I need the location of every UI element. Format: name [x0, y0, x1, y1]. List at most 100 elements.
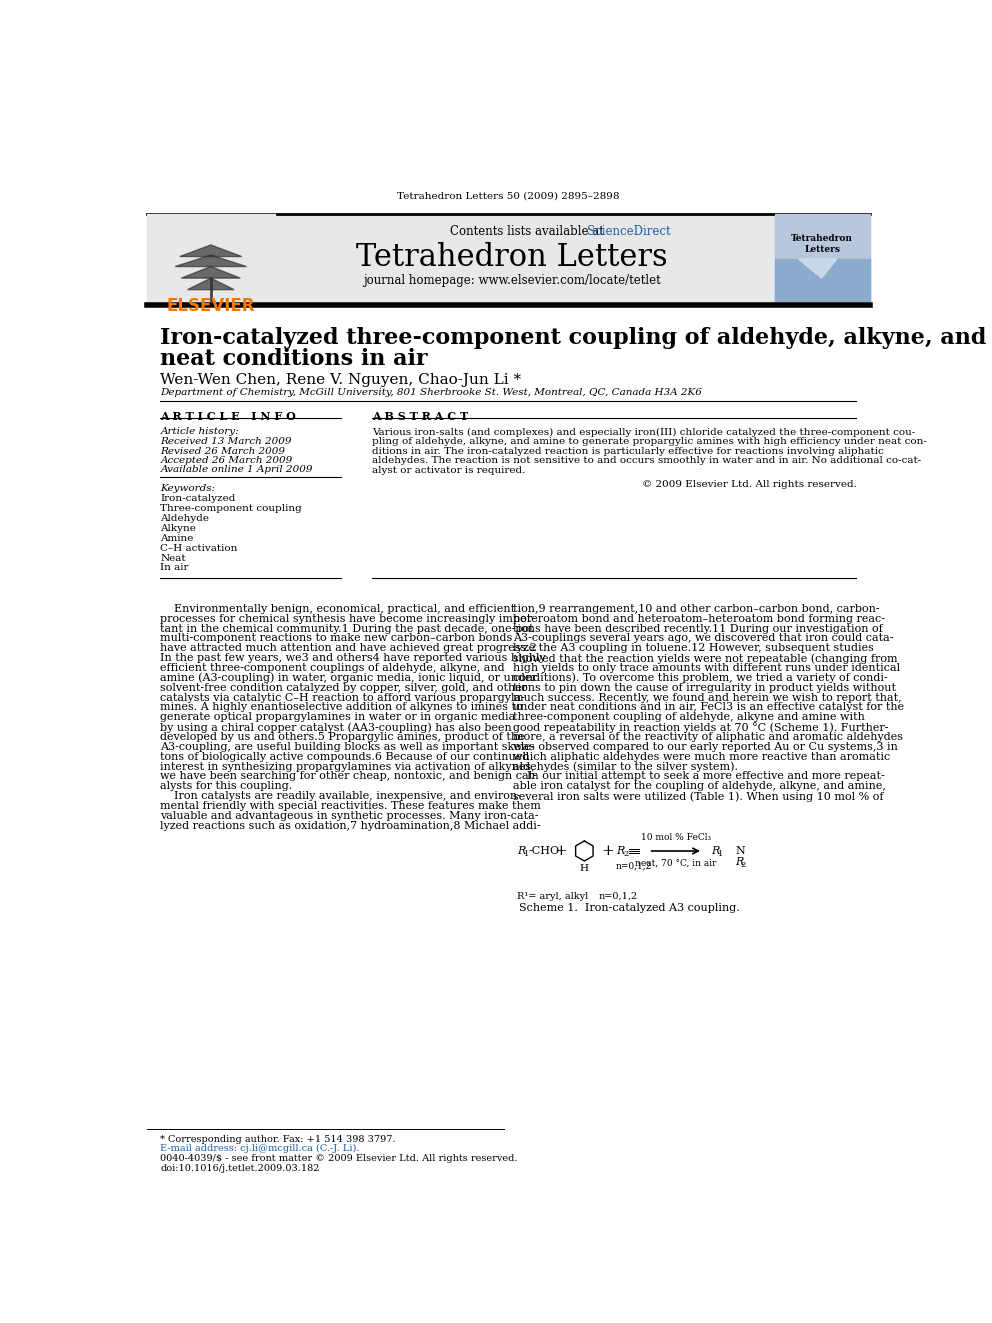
Text: Tetrahedron Letters: Tetrahedron Letters — [355, 242, 668, 273]
Text: A B S T R A C T: A B S T R A C T — [372, 411, 468, 422]
Text: developed by us and others.5 Propargylic amines, product of the: developed by us and others.5 Propargylic… — [161, 732, 525, 742]
Text: 1: 1 — [524, 851, 530, 859]
Text: valuable and advantageous in synthetic processes. Many iron-cata-: valuable and advantageous in synthetic p… — [161, 811, 539, 820]
Text: Neat: Neat — [161, 553, 186, 562]
Text: we have been searching for other cheap, nontoxic, and benign cat-: we have been searching for other cheap, … — [161, 771, 538, 782]
Text: aldehydes. The reaction is not sensitive to and occurs smoothly in water and in : aldehydes. The reaction is not sensitive… — [372, 456, 922, 466]
Text: E-mail address: cj.li@mcgill.ca (C.-J. Li).: E-mail address: cj.li@mcgill.ca (C.-J. L… — [161, 1144, 360, 1154]
Text: tant in the chemical community.1 During the past decade, one-pot: tant in the chemical community.1 During … — [161, 623, 534, 634]
Text: lyze the A3 coupling in toluene.12 However, subsequent studies: lyze the A3 coupling in toluene.12 Howev… — [513, 643, 874, 654]
Text: under neat conditions and in air, FeCl3 is an effective catalyst for the: under neat conditions and in air, FeCl3 … — [513, 703, 904, 712]
Text: solvent-free condition catalyzed by copper, silver, gold, and other: solvent-free condition catalyzed by copp… — [161, 683, 528, 693]
Text: doi:10.1016/j.tetlet.2009.03.182: doi:10.1016/j.tetlet.2009.03.182 — [161, 1164, 320, 1172]
Text: A R T I C L E   I N F O: A R T I C L E I N F O — [161, 411, 297, 422]
Text: several iron salts were utilized (Table 1). When using 10 mol % of: several iron salts were utilized (Table … — [513, 791, 884, 802]
Text: Three-component coupling: Three-component coupling — [161, 504, 303, 513]
Text: neat, 70 °C, in air: neat, 70 °C, in air — [635, 859, 716, 868]
Text: by using a chiral copper catalyst (AA3-coupling) has also been: by using a chiral copper catalyst (AA3-c… — [161, 722, 512, 733]
Text: Department of Chemistry, McGill University, 801 Sherbrooke St. West, Montreal, Q: Department of Chemistry, McGill Universi… — [161, 388, 702, 397]
Text: lyzed reactions such as oxidation,7 hydroamination,8 Michael addi-: lyzed reactions such as oxidation,7 hydr… — [161, 820, 541, 831]
Text: Various iron-salts (and complexes) and especially iron(III) chloride catalyzed t: Various iron-salts (and complexes) and e… — [372, 427, 916, 437]
Polygon shape — [799, 259, 837, 278]
Text: 2: 2 — [740, 861, 745, 869]
Text: journal homepage: www.elsevier.com/locate/tetlet: journal homepage: www.elsevier.com/locat… — [363, 274, 661, 287]
Text: R: R — [721, 857, 744, 867]
Text: A3-coupling, are useful building blocks as well as important skele-: A3-coupling, are useful building blocks … — [161, 742, 535, 751]
Text: efficient three-component couplings of aldehyde, alkyne, and: efficient three-component couplings of a… — [161, 663, 505, 673]
Text: good repeatability in reaction yields at 70 °C (Scheme 1). Further-: good repeatability in reaction yields at… — [513, 722, 889, 733]
Text: showed that the reaction yields were not repeatable (changing from: showed that the reaction yields were not… — [513, 654, 898, 664]
Text: R: R — [616, 845, 625, 856]
Text: R: R — [517, 845, 526, 856]
Text: R¹= aryl, alkyl: R¹= aryl, alkyl — [517, 892, 588, 901]
Text: C–H activation: C–H activation — [161, 544, 238, 553]
Polygon shape — [187, 278, 234, 290]
Text: Tetrahedron
Letters: Tetrahedron Letters — [792, 234, 853, 254]
Text: ditions in air. The iron-catalyzed reaction is particularly effective for reacti: ditions in air. The iron-catalyzed react… — [372, 447, 884, 455]
Text: pling of aldehyde, alkyne, and amine to generate propargylic amines with high ef: pling of aldehyde, alkyne, and amine to … — [372, 437, 927, 446]
Text: processes for chemical synthesis have become increasingly impor-: processes for chemical synthesis have be… — [161, 614, 537, 623]
Text: Scheme 1.  Iron-catalyzed A3 coupling.: Scheme 1. Iron-catalyzed A3 coupling. — [519, 904, 740, 913]
Text: which aliphatic aldehydes were much more reactive than aromatic: which aliphatic aldehydes were much more… — [513, 751, 890, 762]
Text: Iron-catalyzed three-component coupling of aldehyde, alkyne, and amine under: Iron-catalyzed three-component coupling … — [161, 327, 992, 349]
Text: R: R — [710, 845, 719, 856]
Text: mines. A highly enantioselective addition of alkynes to imines to: mines. A highly enantioselective additio… — [161, 703, 523, 712]
Text: tions to pin down the cause of irregularity in product yields without: tions to pin down the cause of irregular… — [513, 683, 896, 693]
Text: aldehydes (similar to the silver system).: aldehydes (similar to the silver system)… — [513, 762, 738, 773]
Text: multi-component reactions to make new carbon–carbon bonds: multi-component reactions to make new ca… — [161, 634, 513, 643]
Text: catalysts via catalytic C–H reaction to afford various propargyla-: catalysts via catalytic C–H reaction to … — [161, 692, 526, 703]
Text: neat conditions in air: neat conditions in air — [161, 348, 428, 370]
Text: high yields to only trace amounts with different runs under identical: high yields to only trace amounts with d… — [513, 663, 900, 673]
Text: Revised 26 March 2009: Revised 26 March 2009 — [161, 447, 286, 455]
Text: Contents lists available at: Contents lists available at — [449, 225, 607, 238]
Text: In our initial attempt to seek a more effective and more repeat-: In our initial attempt to seek a more ef… — [513, 771, 885, 782]
Text: Iron catalysts are readily available, inexpensive, and environ-: Iron catalysts are readily available, in… — [161, 791, 522, 802]
Text: more, a reversal of the reactivity of aliphatic and aromatic aldehydes: more, a reversal of the reactivity of al… — [513, 732, 903, 742]
Polygon shape — [176, 255, 246, 266]
Text: In air: In air — [161, 564, 188, 573]
Text: In the past few years, we3 and others4 have reported various highly: In the past few years, we3 and others4 h… — [161, 654, 547, 663]
Text: © 2009 Elsevier Ltd. All rights reserved.: © 2009 Elsevier Ltd. All rights reserved… — [642, 480, 856, 490]
Text: conditions). To overcome this problem, we tried a variety of condi-: conditions). To overcome this problem, w… — [513, 673, 888, 684]
Text: Available online 1 April 2009: Available online 1 April 2009 — [161, 466, 312, 474]
Text: ScienceDirect: ScienceDirect — [586, 225, 671, 238]
Text: 10 mol % FeCl₃: 10 mol % FeCl₃ — [641, 832, 711, 841]
Text: +: + — [601, 844, 614, 859]
Polygon shape — [775, 259, 870, 302]
Text: -CHO: -CHO — [529, 845, 559, 856]
Bar — [775, 214, 870, 302]
Text: n=0,1,2: n=0,1,2 — [616, 861, 653, 871]
Text: A3-couplings several years ago, we discovered that iron could cata-: A3-couplings several years ago, we disco… — [513, 634, 894, 643]
Text: mental friendly with special reactivities. These features make them: mental friendly with special reactivitie… — [161, 800, 542, 811]
Text: 0040-4039/$ - see front matter © 2009 Elsevier Ltd. All rights reserved.: 0040-4039/$ - see front matter © 2009 El… — [161, 1155, 518, 1163]
Polygon shape — [180, 245, 242, 257]
Bar — [147, 214, 870, 302]
Text: heteroatom bond and heteroatom–heteroatom bond forming reac-: heteroatom bond and heteroatom–heteroato… — [513, 614, 885, 623]
Text: was observed compared to our early reported Au or Cu systems,3 in: was observed compared to our early repor… — [513, 742, 898, 751]
Text: amine (A3-coupling) in water, organic media, ionic liquid, or under: amine (A3-coupling) in water, organic me… — [161, 673, 538, 684]
Text: tons of biologically active compounds.6 Because of our continued: tons of biologically active compounds.6 … — [161, 751, 530, 762]
Text: 2: 2 — [623, 851, 628, 859]
Text: alysts for this coupling.: alysts for this coupling. — [161, 781, 293, 791]
Text: much success. Recently, we found and herein we wish to report that,: much success. Recently, we found and her… — [513, 692, 902, 703]
Text: 1: 1 — [717, 851, 723, 859]
Text: interest in synthesizing propargylamines via activation of alkynes,: interest in synthesizing propargylamines… — [161, 762, 535, 771]
Text: Tetrahedron Letters 50 (2009) 2895–2898: Tetrahedron Letters 50 (2009) 2895–2898 — [397, 191, 620, 200]
Text: alyst or activator is required.: alyst or activator is required. — [372, 466, 526, 475]
Text: Keywords:: Keywords: — [161, 484, 215, 493]
Text: Amine: Amine — [161, 534, 193, 542]
Bar — [147, 214, 275, 302]
Polygon shape — [182, 266, 240, 278]
Text: Accepted 26 March 2009: Accepted 26 March 2009 — [161, 456, 293, 464]
Text: tions have been described recently.11 During our investigation of: tions have been described recently.11 Du… — [513, 623, 883, 634]
Text: generate optical propargylamines in water or in organic media: generate optical propargylamines in wate… — [161, 712, 516, 722]
Text: +: + — [555, 844, 567, 859]
Text: have attracted much attention and have achieved great progress.2: have attracted much attention and have a… — [161, 643, 538, 654]
Text: Environmentally benign, economical, practical, and efficient: Environmentally benign, economical, prac… — [161, 603, 516, 614]
Text: ELSEVIER: ELSEVIER — [167, 298, 255, 315]
Text: * Corresponding author. Fax: +1 514 398 3797.: * Corresponding author. Fax: +1 514 398 … — [161, 1135, 396, 1144]
Text: n=0,1,2: n=0,1,2 — [598, 892, 638, 901]
Text: N: N — [721, 845, 745, 856]
Text: Article history:: Article history: — [161, 427, 239, 437]
Text: Received 13 March 2009: Received 13 March 2009 — [161, 438, 292, 446]
